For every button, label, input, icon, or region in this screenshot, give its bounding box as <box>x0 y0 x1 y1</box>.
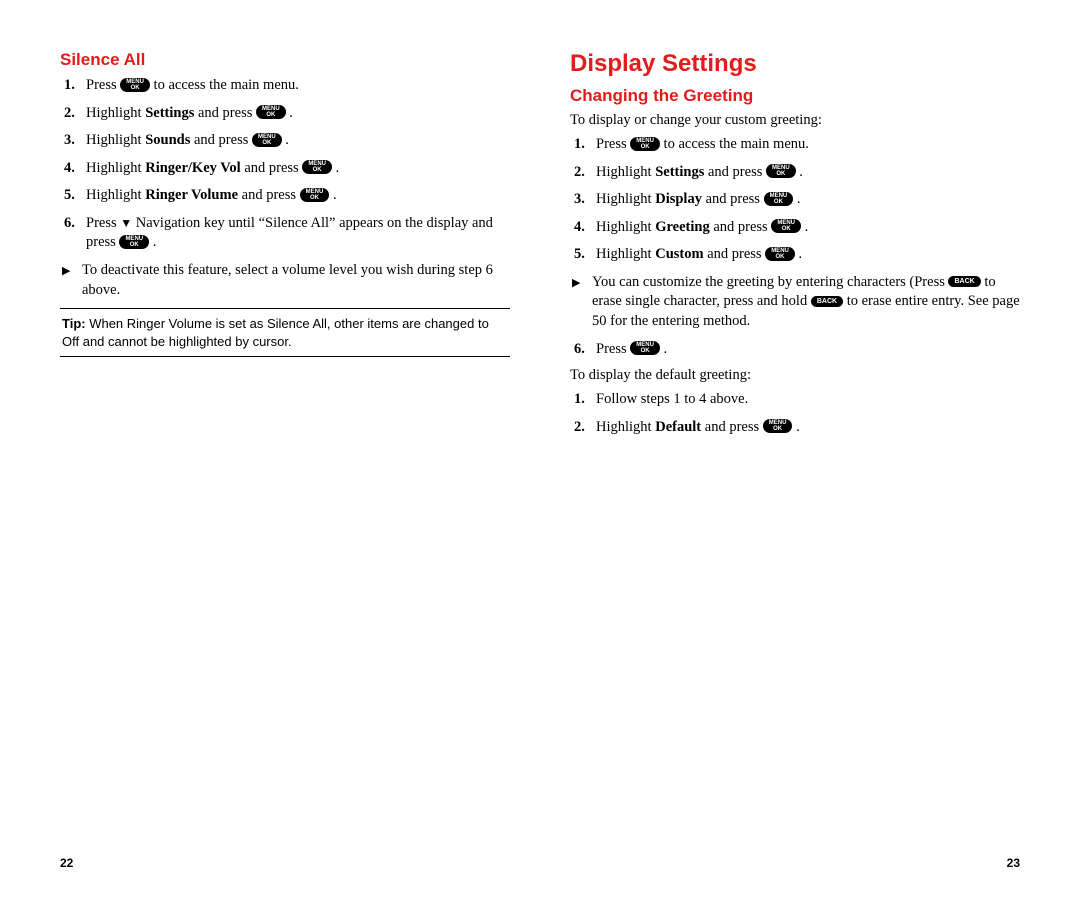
right-page: Display Settings Changing the Greeting T… <box>540 0 1080 900</box>
display-settings-heading: Display Settings <box>570 50 1020 78</box>
list-item: Highlight Settings and press MENUOK . <box>574 163 1020 183</box>
list-item: Press ▼ Navigation key until “Silence Al… <box>64 214 510 253</box>
silence-all-heading: Silence All <box>60 50 510 70</box>
page-number: 23 <box>1007 856 1020 870</box>
list-item: Highlight Ringer/Key Vol and press MENUO… <box>64 159 510 179</box>
menu-ok-key-icon: MENUOK <box>256 105 286 119</box>
list-item: Highlight Settings and press MENUOK . <box>64 104 510 124</box>
menu-ok-key-icon: MENUOK <box>630 341 660 355</box>
changing-greeting-heading: Changing the Greeting <box>570 86 1020 106</box>
list-item: Follow steps 1 to 4 above. <box>574 390 1020 410</box>
list-item: Highlight Sounds and press MENUOK . <box>64 131 510 151</box>
list-item: Press MENUOK . <box>574 340 1020 360</box>
left-page: Silence All Press MENUOK to access the m… <box>0 0 540 900</box>
list-item: Press MENUOK to access the main menu. <box>574 135 1020 155</box>
menu-ok-key-icon: MENUOK <box>300 188 330 202</box>
menu-ok-key-icon: MENUOK <box>120 78 150 92</box>
list-item: Press MENUOK to access the main menu. <box>64 76 510 96</box>
list-item: Highlight Greeting and press MENUOK . <box>574 218 1020 238</box>
silence-all-steps: Press MENUOK to access the main menu. Hi… <box>64 76 510 253</box>
menu-ok-key-icon: MENUOK <box>302 160 332 174</box>
greeting-step6: Press MENUOK . <box>574 340 1020 360</box>
list-item: Highlight Ringer Volume and press MENUOK… <box>64 186 510 206</box>
list-item: Highlight Default and press MENUOK . <box>574 418 1020 438</box>
list-item: Highlight Custom and press MENUOK . <box>574 245 1020 265</box>
list-item: Highlight Display and press MENUOK . <box>574 190 1020 210</box>
default-steps: Follow steps 1 to 4 above. Highlight Def… <box>574 390 1020 437</box>
page-number: 22 <box>60 856 73 870</box>
down-arrow-icon: ▼ <box>120 215 132 231</box>
customize-note: You can customize the greeting by enteri… <box>570 273 1020 332</box>
menu-ok-key-icon: MENUOK <box>765 247 795 261</box>
intro-text: To display or change your custom greetin… <box>570 112 1020 129</box>
tip-label: Tip: <box>62 316 86 331</box>
back-key-icon: BACK <box>948 276 980 287</box>
menu-ok-key-icon: MENUOK <box>763 419 793 433</box>
menu-ok-key-icon: MENUOK <box>764 192 794 206</box>
menu-ok-key-icon: MENUOK <box>766 164 796 178</box>
menu-ok-key-icon: MENUOK <box>119 235 149 249</box>
menu-ok-key-icon: MENUOK <box>771 219 801 233</box>
tip-box: Tip: When Ringer Volume is set as Silenc… <box>60 308 510 357</box>
tip-text: When Ringer Volume is set as Silence All… <box>62 316 489 349</box>
menu-ok-key-icon: MENUOK <box>252 133 282 147</box>
deactivate-note: To deactivate this feature, select a vol… <box>60 261 510 300</box>
menu-ok-key-icon: MENUOK <box>630 137 660 151</box>
greeting-steps: Press MENUOK to access the main menu. Hi… <box>574 135 1020 265</box>
default-intro: To display the default greeting: <box>570 367 1020 384</box>
back-key-icon: BACK <box>811 296 843 307</box>
